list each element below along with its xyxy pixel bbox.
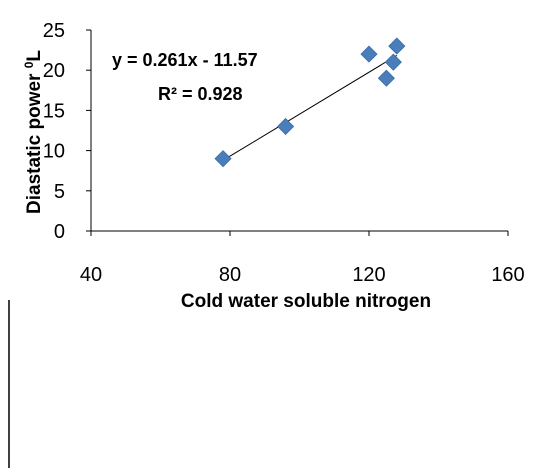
axes — [90, 30, 508, 232]
x-tick-label: 160 — [491, 264, 524, 286]
data-point — [277, 117, 295, 136]
y-tick-label: 25 — [43, 20, 65, 42]
data-point — [360, 45, 378, 63]
trendline — [222, 54, 398, 161]
trendline-equation: y = 0.261x - 11.57 — [112, 50, 258, 70]
x-tick-label: 40 — [80, 264, 102, 286]
y-tick-label: 15 — [43, 100, 65, 122]
tick-marks — [86, 29, 509, 236]
x-tick-label: 80 — [219, 264, 241, 286]
y-tick-label: 5 — [54, 181, 65, 203]
data-point — [384, 53, 402, 71]
y-axis-title-unit: L — [24, 50, 45, 62]
y-tick-label: 20 — [43, 60, 65, 82]
data-point — [214, 150, 232, 168]
data-point — [377, 69, 395, 87]
x-tick-label: 120 — [352, 264, 385, 286]
y-tick-label: 10 — [43, 141, 65, 163]
x-axis-title: Cold water soluble nitrogen — [181, 291, 431, 312]
data-point — [388, 37, 406, 55]
y-axis-title: Diastatic power 0L — [22, 50, 45, 214]
y-axis-title-superscript: 0 — [22, 61, 36, 68]
r-squared-label: R² = 0.928 — [158, 84, 243, 104]
data-points — [214, 37, 406, 168]
tick-labels: 0 5 10 15 20 25 40 80 120 160 — [43, 20, 525, 286]
y-axis-title-main: Diastatic power — [24, 68, 45, 214]
y-tick-label: 0 — [54, 221, 65, 243]
